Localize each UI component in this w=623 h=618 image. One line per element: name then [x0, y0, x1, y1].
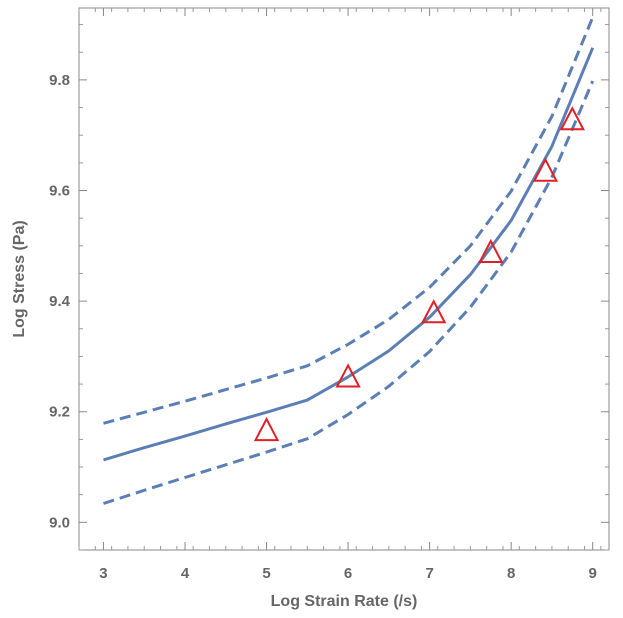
y-tick-label: 9.6: [49, 183, 70, 200]
x-tick-label: 3: [99, 565, 107, 582]
x-tick-label: 6: [344, 565, 352, 582]
y-tick-label: 9.2: [49, 404, 70, 421]
x-tick-label: 9: [589, 565, 597, 582]
solid-line-series-0: [103, 47, 595, 462]
dashed-line-series-2: [103, 80, 595, 505]
x-axis-title: Log Strain Rate (/s): [271, 593, 418, 610]
plot-frame: [78, 7, 610, 551]
x-tick-labels: 3 4 5 6 7 8 9: [99, 565, 597, 582]
triangle-data-point: [335, 363, 361, 388]
y-tick-labels: 9.0 9.2 9.4 9.6 9.8: [49, 72, 71, 531]
triangle-data-point: [253, 416, 280, 442]
triangle-data-point: [478, 238, 504, 264]
triangle-data-point: [421, 299, 447, 324]
y-tick-label: 9.0: [49, 514, 70, 531]
triangle-data-point: [532, 157, 559, 182]
y-tick-label: 9.8: [49, 72, 70, 89]
series-layer: [103, 16, 595, 505]
y-tick-label: 9.4: [49, 293, 71, 310]
y-axis-title: Log Stress (Pa): [11, 220, 28, 337]
triangle-data-point: [559, 106, 585, 131]
x-tick-label: 4: [181, 565, 190, 582]
tick-marks: [78, 8, 609, 551]
dashed-line-series-1: [103, 16, 595, 425]
x-tick-label: 7: [425, 565, 433, 582]
x-tick-label: 8: [507, 565, 515, 582]
x-tick-label: 5: [262, 565, 270, 582]
